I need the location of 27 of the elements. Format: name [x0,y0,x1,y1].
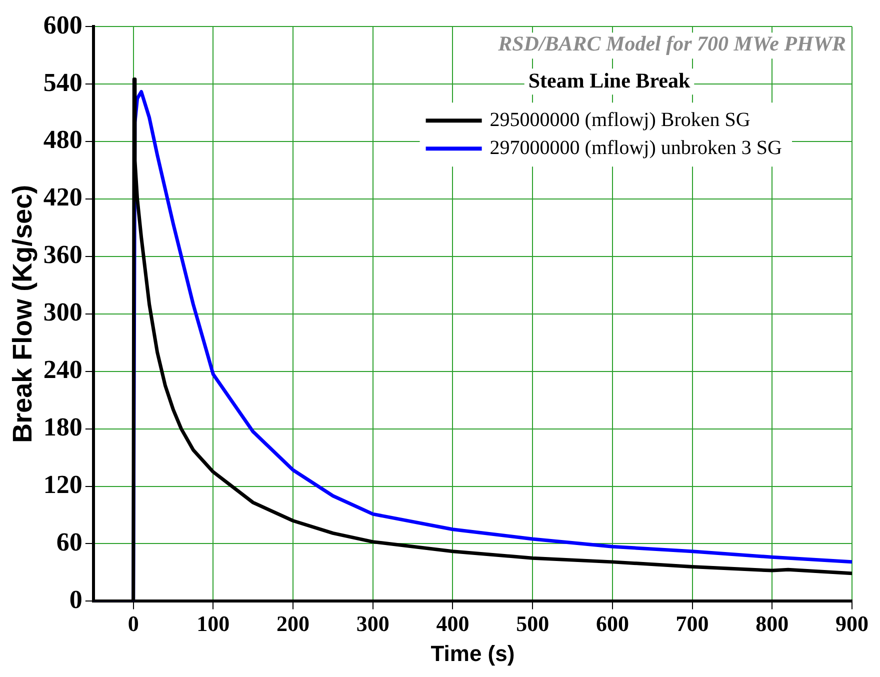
x-tick-label: 400 [436,611,470,636]
y-tick-label: 480 [43,125,82,154]
x-tick-label: 100 [196,611,230,636]
x-tick-label: 500 [516,611,550,636]
x-tick-label: 700 [676,611,709,636]
y-axis-title: Break Flow (Kg/sec) [8,184,38,443]
legend-label: 295000000 (mflowj) Broken SG [490,108,750,131]
text: Steam Line Break [528,68,690,93]
y-tick-label: 60 [56,527,82,556]
y-tick-label: 240 [43,355,82,384]
x-axis-title: Time (s) [430,640,515,666]
x-tick-label: 800 [756,611,789,636]
y-tick-label: 120 [43,470,82,499]
x-tick-label: 600 [596,611,629,636]
x-tick-label: 900 [836,611,868,636]
y-tick-label: 360 [43,240,82,270]
y-tick-label: 180 [43,412,82,442]
legend-label: 297000000 (mflowj) unbroken 3 SG [490,136,782,159]
y-tick-label: 420 [43,182,82,212]
y-tick-label: 540 [43,68,82,97]
y-tick-label: 300 [43,298,82,327]
annotation: RSD/BARC Model for 700 MWe PHWR [497,32,846,56]
y-tick-label: 600 [43,10,82,40]
y-tick-label: 0 [69,584,82,614]
x-tick-label: 200 [276,611,310,636]
x-tick-label: 300 [356,611,390,636]
x-tick-label: 0 [128,611,139,636]
